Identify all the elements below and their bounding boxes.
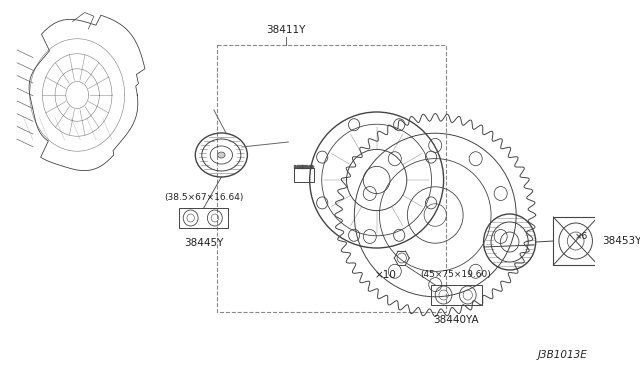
- Text: (45×75×19.60): (45×75×19.60): [420, 270, 491, 279]
- Text: 38445Y: 38445Y: [184, 238, 223, 248]
- Bar: [431, 285, 482, 305]
- Bar: [294, 168, 314, 182]
- Text: 38440YA: 38440YA: [433, 315, 479, 325]
- Text: ×10: ×10: [374, 270, 396, 280]
- Text: (38.5×67×16.64): (38.5×67×16.64): [164, 193, 243, 202]
- Bar: [217, 45, 447, 312]
- Ellipse shape: [218, 152, 225, 158]
- Text: 38411Y: 38411Y: [266, 25, 306, 35]
- Text: J3B1013E: J3B1013E: [538, 350, 588, 360]
- Text: ×6: ×6: [575, 231, 588, 241]
- Text: 38453Y: 38453Y: [602, 236, 640, 246]
- Bar: [179, 208, 228, 228]
- Bar: [554, 217, 598, 265]
